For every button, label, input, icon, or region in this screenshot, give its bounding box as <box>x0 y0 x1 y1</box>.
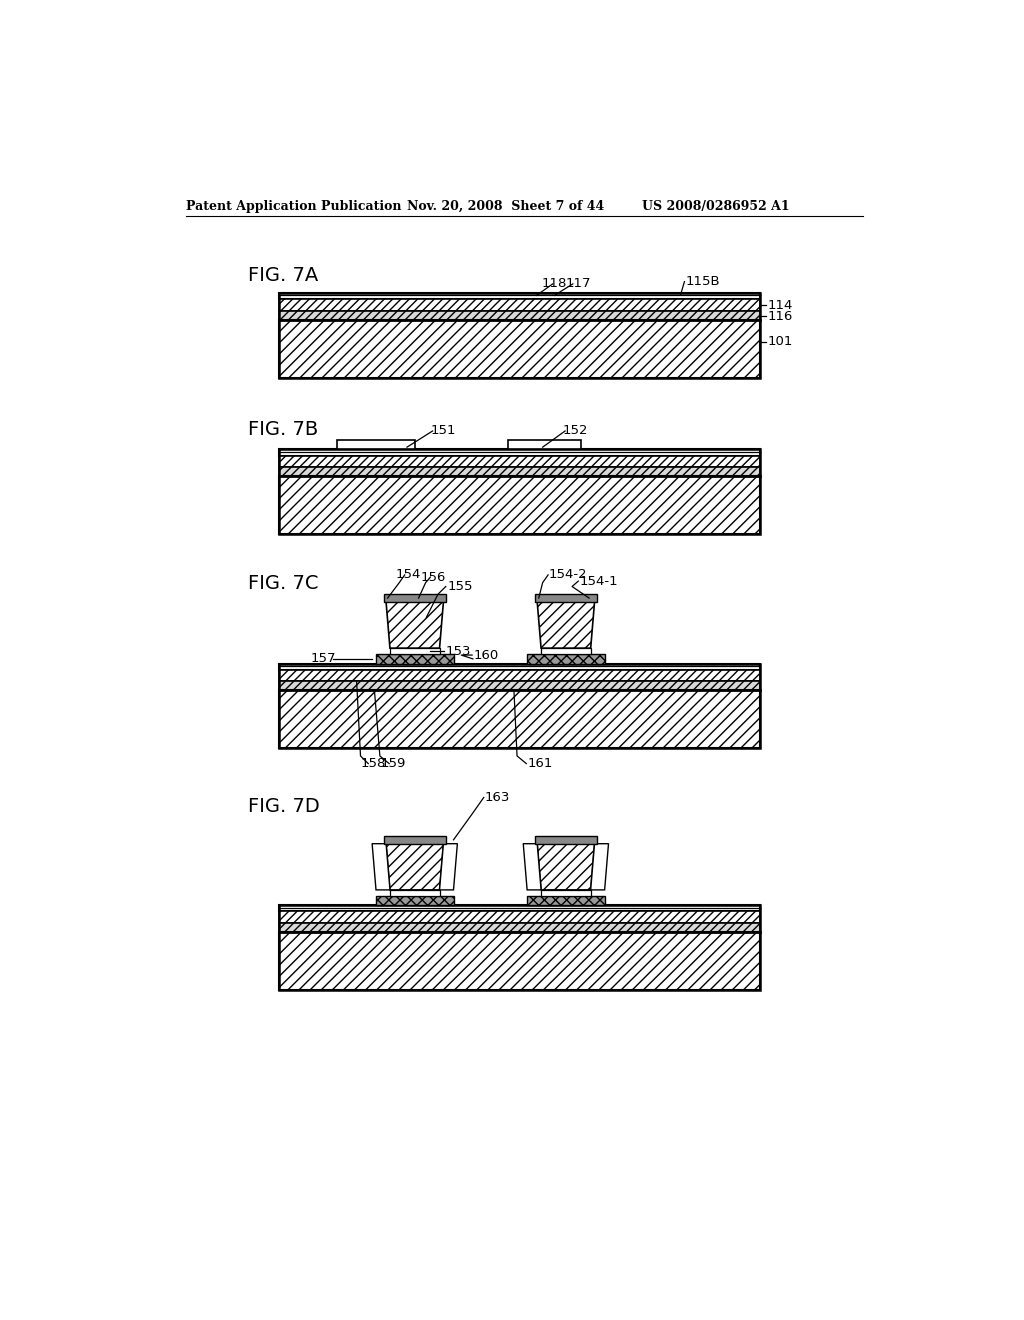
Bar <box>527 655 604 664</box>
Bar <box>280 906 760 990</box>
Text: Nov. 20, 2008  Sheet 7 of 44: Nov. 20, 2008 Sheet 7 of 44 <box>407 199 604 213</box>
Bar <box>280 293 760 378</box>
Bar <box>280 450 760 455</box>
Text: 151: 151 <box>430 425 456 437</box>
Text: 154-2: 154-2 <box>549 569 588 582</box>
Polygon shape <box>386 602 443 648</box>
Text: US 2008/0286952 A1: US 2008/0286952 A1 <box>642 199 790 213</box>
Text: 156: 156 <box>421 570 446 583</box>
Text: 117: 117 <box>565 277 591 290</box>
Bar <box>280 455 760 467</box>
Bar <box>280 477 760 535</box>
Bar <box>376 655 454 664</box>
Bar <box>280 321 760 378</box>
Bar <box>527 896 604 906</box>
Polygon shape <box>591 843 608 890</box>
Text: 155: 155 <box>447 579 473 593</box>
Bar <box>280 681 760 690</box>
Text: 158: 158 <box>360 758 386 770</box>
Bar <box>390 648 440 655</box>
Bar <box>280 911 760 923</box>
Text: 160: 160 <box>474 648 499 661</box>
Bar <box>280 449 760 535</box>
Text: 118: 118 <box>542 277 567 290</box>
Bar <box>280 664 760 748</box>
Bar <box>390 890 440 896</box>
Text: 115B: 115B <box>686 275 721 288</box>
Bar <box>384 594 445 602</box>
Bar <box>280 312 760 321</box>
Bar <box>280 906 760 911</box>
Bar <box>280 664 760 669</box>
Text: FIG. 7A: FIG. 7A <box>248 267 318 285</box>
Polygon shape <box>538 602 595 648</box>
Bar <box>376 896 454 906</box>
Polygon shape <box>523 843 541 890</box>
Text: Patent Application Publication: Patent Application Publication <box>186 199 401 213</box>
Bar <box>280 669 760 681</box>
Text: 159: 159 <box>381 758 407 770</box>
Text: 152: 152 <box>563 425 588 437</box>
Bar <box>541 648 592 655</box>
Polygon shape <box>538 843 595 890</box>
Bar <box>508 441 582 449</box>
Text: 116: 116 <box>767 310 793 323</box>
Polygon shape <box>372 843 390 890</box>
Text: 161: 161 <box>527 758 553 770</box>
Text: 154: 154 <box>395 569 421 582</box>
Polygon shape <box>439 843 458 890</box>
Bar <box>280 932 760 990</box>
Bar <box>280 923 760 932</box>
Bar <box>535 836 597 843</box>
Bar <box>280 467 760 477</box>
Bar <box>384 836 445 843</box>
Text: 101: 101 <box>767 335 793 348</box>
Text: 154-1: 154-1 <box>580 574 618 587</box>
Text: 153: 153 <box>445 644 471 657</box>
Bar <box>541 890 592 896</box>
Bar <box>280 293 760 300</box>
Text: FIG. 7D: FIG. 7D <box>248 797 319 817</box>
Polygon shape <box>386 843 443 890</box>
Bar <box>280 300 760 312</box>
Bar <box>337 441 415 449</box>
Bar <box>280 690 760 748</box>
Text: 114: 114 <box>767 298 793 312</box>
Bar <box>535 594 597 602</box>
Text: FIG. 7C: FIG. 7C <box>248 574 318 593</box>
Text: 163: 163 <box>484 791 510 804</box>
Text: 157: 157 <box>310 652 336 665</box>
Text: FIG. 7B: FIG. 7B <box>248 420 318 440</box>
